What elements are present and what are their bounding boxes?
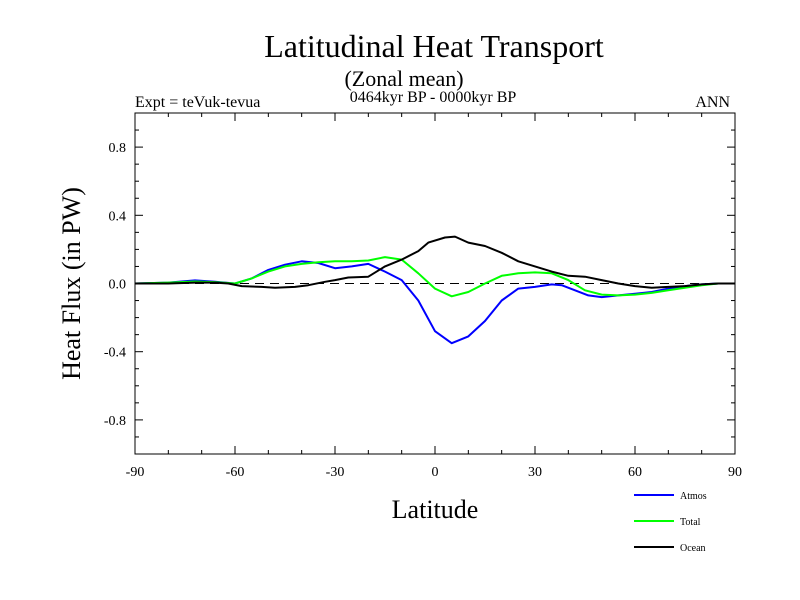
- chart-subtitle: (Zonal mean): [344, 66, 464, 91]
- season-label: ANN: [695, 94, 730, 111]
- legend-label-atmos: Atmos: [680, 491, 707, 502]
- series-line-total: [134, 256, 735, 298]
- x-tick-label: -90: [126, 465, 145, 480]
- x-tick-label: 0: [432, 465, 439, 480]
- x-tick-label: 90: [728, 465, 742, 480]
- x-tick-label: -60: [226, 465, 245, 480]
- experiment-label: Expt = teVuk-tevua: [135, 94, 261, 111]
- x-tick-label: 30: [528, 465, 542, 480]
- chart-period: 0464kyr BP - 0000kyr BP: [349, 89, 517, 106]
- x-axis-label: Latitude: [392, 495, 479, 524]
- y-tick-label: 0.0: [109, 278, 127, 293]
- series-line-ocean: [135, 235, 735, 289]
- y-tick-label: -0.8: [104, 414, 126, 429]
- legend-label-total: Total: [680, 517, 701, 528]
- y-tick-label: 0.8: [109, 141, 127, 156]
- legend-label-ocean: Ocean: [680, 543, 706, 554]
- series-line-atmos: [134, 260, 735, 345]
- x-tick-label: -30: [326, 465, 345, 480]
- y-axis-label: Heat Flux (in PW): [57, 187, 86, 380]
- y-tick-label: 0.4: [109, 209, 127, 224]
- y-tick-label: -0.4: [104, 346, 126, 361]
- x-tick-label: 60: [628, 465, 642, 480]
- chart-title: Latitudinal Heat Transport: [264, 28, 604, 64]
